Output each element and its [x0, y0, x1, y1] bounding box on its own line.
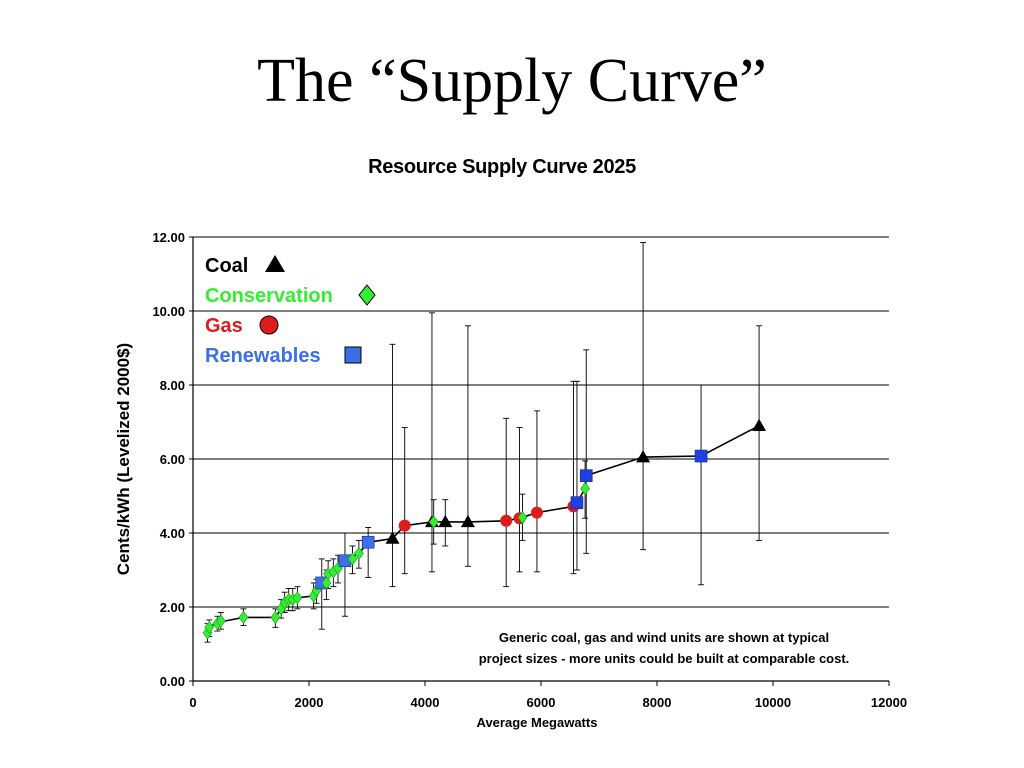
- x-tick-label: 8000: [643, 695, 672, 710]
- renewables-point: [361, 535, 375, 549]
- annotation-line-2: project sizes - more units could be buil…: [479, 651, 850, 666]
- conservation-point: [292, 591, 303, 605]
- x-tick-label: 4000: [411, 695, 440, 710]
- coal-point: [385, 531, 400, 544]
- x-tick-label: 12000: [871, 695, 907, 710]
- y-tick-label: 0.00: [160, 674, 185, 689]
- conservation-point: [428, 515, 439, 529]
- legend-label-gas: Gas: [205, 315, 243, 337]
- y-tick-label: 4.00: [160, 526, 185, 541]
- data-markers: [202, 418, 767, 640]
- conservation-point: [321, 576, 332, 590]
- renewables-point: [694, 449, 708, 463]
- x-tick-label: 6000: [527, 695, 556, 710]
- gas-point: [530, 506, 543, 519]
- y-axis-title: Cents/kWh (Levelized 2000$): [114, 343, 133, 575]
- gas-point: [398, 519, 411, 532]
- conservation-point: [215, 614, 226, 628]
- conservation-point: [580, 482, 590, 496]
- conservation-point: [238, 610, 249, 624]
- conservation-point: [517, 510, 528, 524]
- error-bars: [204, 242, 763, 643]
- conservation-point: [270, 610, 281, 624]
- coal-point: [752, 418, 767, 431]
- y-tick-label: 6.00: [160, 452, 185, 467]
- legend-renewables-marker: [344, 346, 362, 364]
- legend-label-conservation: Conservation: [205, 285, 333, 307]
- y-tick-label: 8.00: [160, 378, 185, 393]
- coal-point: [438, 514, 453, 528]
- conservation-point: [354, 546, 364, 560]
- renewables-point: [570, 496, 584, 509]
- gas-point: [500, 514, 513, 527]
- legend-conservation-marker: [358, 284, 376, 306]
- y-tick-label: 12.00: [152, 230, 185, 245]
- conservation-point: [204, 620, 215, 634]
- legend: Coal Conservation Gas Renewables: [205, 255, 376, 367]
- conservation-point: [347, 552, 358, 566]
- y-tick-label: 2.00: [160, 600, 185, 615]
- x-tick-label: 0: [189, 695, 196, 710]
- gridlines: [193, 236, 889, 608]
- legend-coal-marker: [265, 255, 285, 272]
- x-axis-title: Average Megawatts: [477, 715, 598, 730]
- renewables-point: [579, 469, 593, 482]
- x-tick-label: 10000: [755, 695, 791, 710]
- x-tick-label: 2000: [295, 695, 324, 710]
- annotation-line-1: Generic coal, gas and wind units are sho…: [499, 630, 829, 645]
- y-tick-label: 10.00: [152, 304, 185, 319]
- legend-label-coal: Coal: [205, 255, 248, 277]
- chart-title: Resource Supply Curve 2025: [368, 156, 636, 178]
- legend-gas-marker: [259, 315, 279, 335]
- coal-point: [636, 450, 651, 463]
- legend-label-renewables: Renewables: [205, 345, 321, 367]
- slide-title: The “Supply Curve”: [257, 47, 767, 115]
- axes: 0.00 2.00 4.00 6.00 8.00 10.00 12.00 0 2000 4000 6…: [152, 230, 907, 710]
- coal-point: [460, 514, 475, 528]
